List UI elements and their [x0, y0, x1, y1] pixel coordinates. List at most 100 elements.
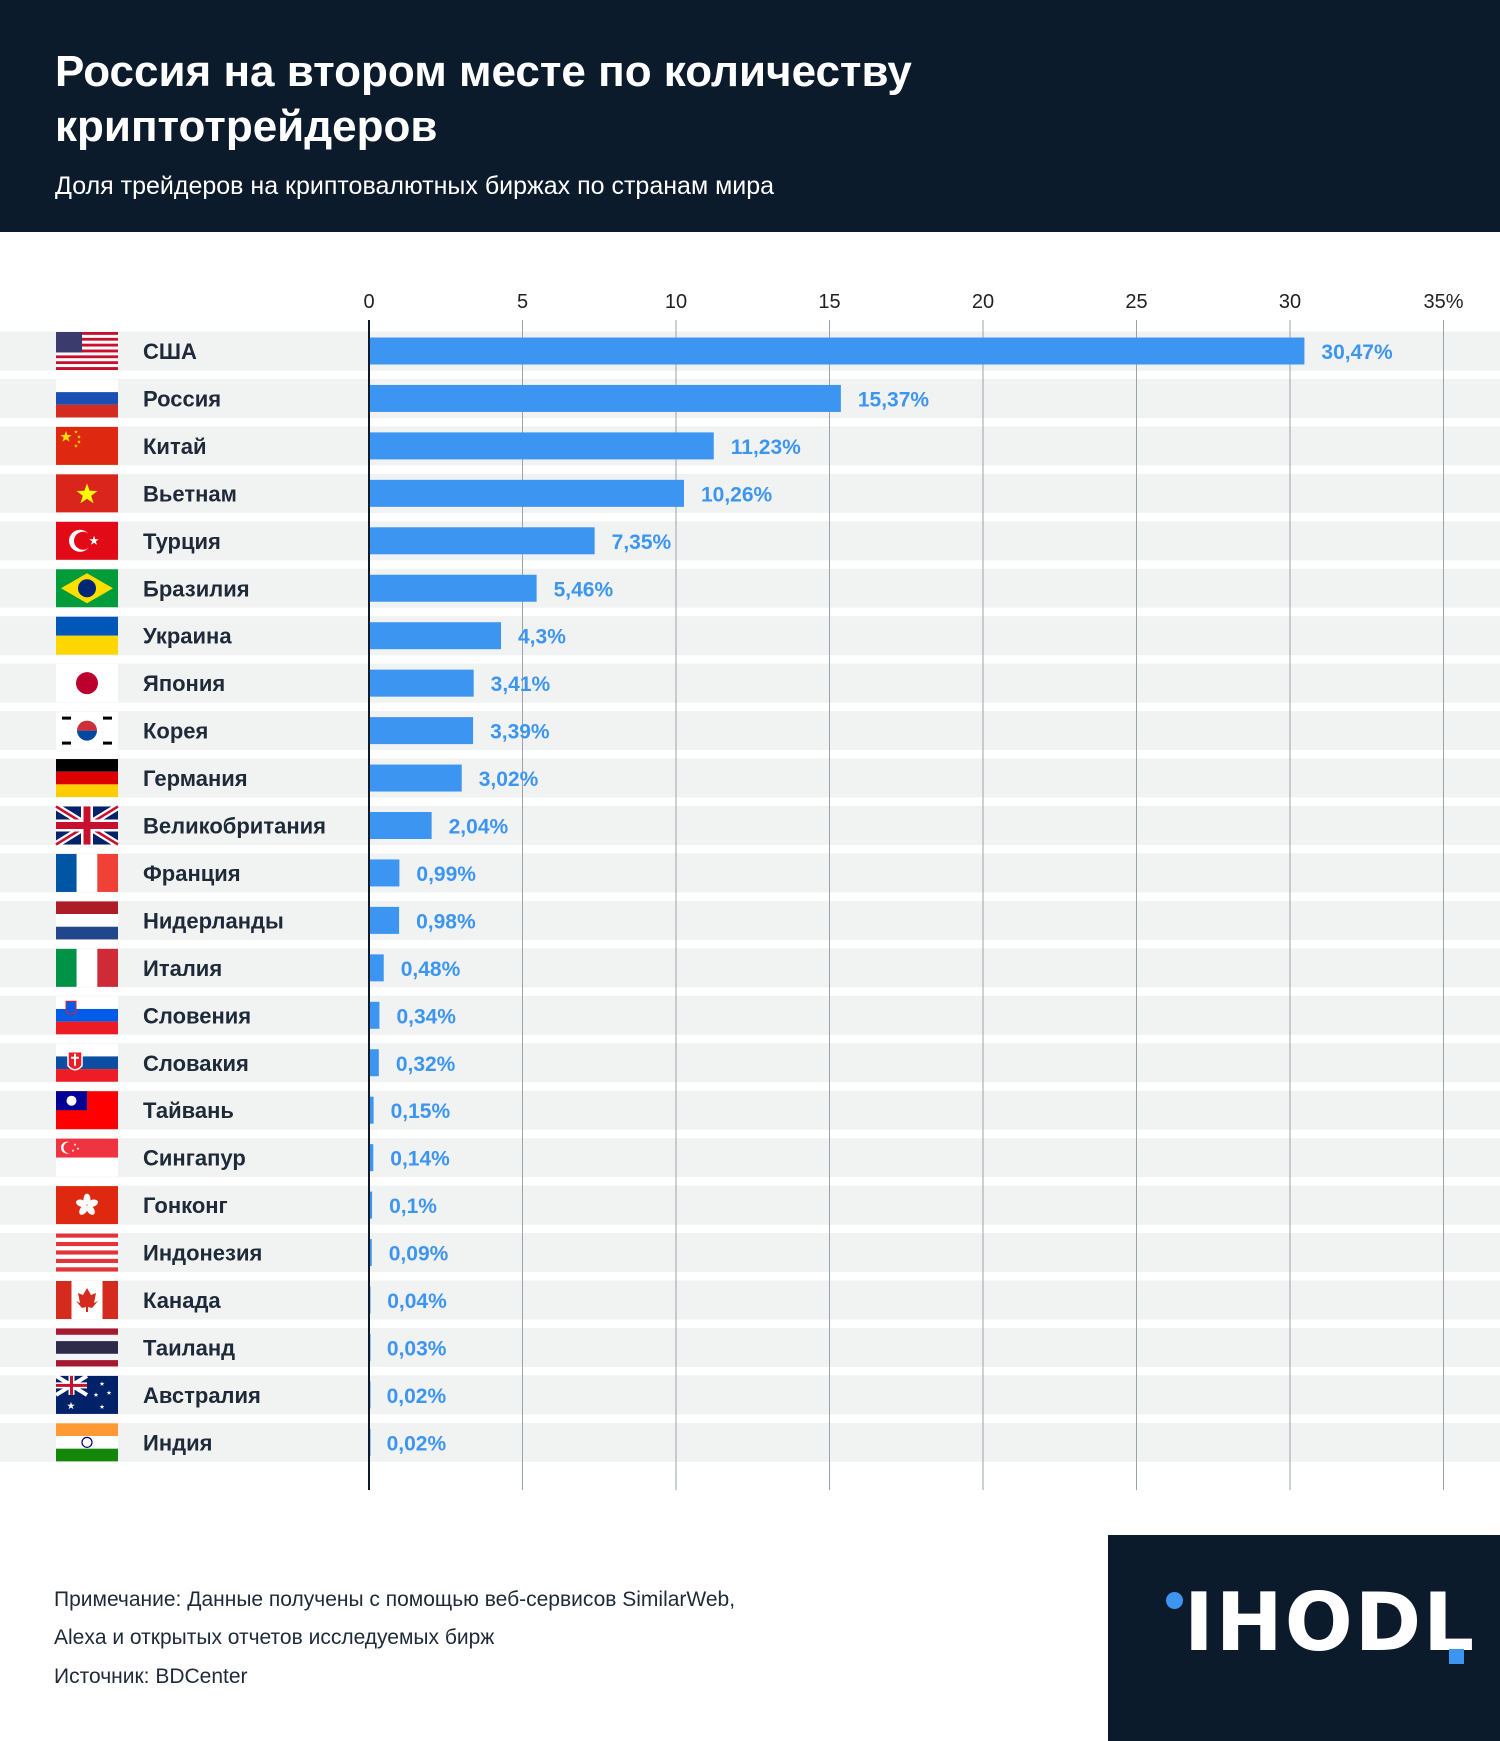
row-stripe — [0, 616, 1500, 656]
uk-flag-icon — [54, 803, 120, 848]
country-label: Индонезия — [143, 1241, 262, 1266]
row-stripe — [0, 568, 1500, 608]
header: Россия на втором месте по количеству кри… — [0, 0, 1500, 232]
hongkong-flag-icon — [56, 1186, 118, 1225]
x-tick-label: 0 — [363, 291, 374, 313]
value-label: 3,39% — [490, 721, 550, 744]
bar — [369, 764, 462, 792]
row-stripe — [0, 521, 1500, 561]
thailand-flag-icon — [56, 1328, 118, 1367]
country-label: Бразилия — [143, 576, 250, 601]
row-stripe — [0, 473, 1500, 513]
turkey-flag-icon — [56, 521, 118, 560]
bar — [369, 1191, 373, 1219]
france-flag-icon — [56, 853, 118, 892]
value-label: 3,02% — [479, 768, 539, 791]
bar-chart: 0 5 10 15 20 25 30 35% 30,47% США 15,37% Россия 11,2… — [0, 291, 1500, 1490]
row-stripe — [0, 806, 1500, 845]
bar — [369, 1001, 380, 1029]
value-label: 0,32% — [396, 1053, 456, 1076]
row-stripe — [0, 1233, 1500, 1273]
country-label: Австралия — [143, 1383, 261, 1408]
ukraine-flag-icon — [56, 616, 118, 655]
germany-flag-icon — [56, 759, 118, 798]
bar — [369, 717, 474, 745]
value-label: 0,99% — [416, 863, 476, 886]
country-label: Словакия — [143, 1051, 249, 1076]
bar — [369, 432, 714, 460]
korea-flag-icon — [56, 711, 118, 750]
bar — [369, 479, 684, 507]
china-flag-icon — [56, 426, 118, 465]
page-subtitle: Доля трейдеров на криптовалютных биржах … — [55, 172, 775, 200]
bar — [369, 384, 841, 412]
country-label: Италия — [143, 956, 222, 981]
slovenia-flag-icon — [56, 996, 118, 1035]
logo-text: IHODL — [1184, 1576, 1477, 1669]
country-label: Корея — [143, 719, 208, 744]
bar — [369, 1096, 374, 1124]
netherlands-flag-icon — [56, 901, 118, 940]
logo-period — [1449, 1649, 1464, 1664]
country-label: Великобритания — [143, 814, 326, 839]
value-label: 0,02% — [387, 1385, 447, 1408]
value-label: 0,1% — [389, 1195, 437, 1218]
country-label: Тайвань — [143, 1098, 234, 1123]
japan-flag-icon — [56, 664, 118, 703]
row-stripe — [0, 758, 1500, 798]
value-label: 0,98% — [416, 910, 476, 933]
country-label: Германия — [143, 766, 248, 791]
bar — [369, 859, 400, 887]
country-label: Украина — [143, 624, 232, 649]
value-label: 0,34% — [396, 1005, 456, 1028]
row-stripe — [0, 1375, 1500, 1415]
x-tick-label: 15 — [818, 291, 840, 313]
footer-note-line1: Примечание: Данные получены с помощью ве… — [54, 1588, 736, 1611]
x-tick-label: 20 — [972, 291, 994, 313]
value-label: 0,14% — [390, 1148, 450, 1171]
row-stripe — [0, 1422, 1500, 1462]
country-label: Сингапур — [143, 1146, 246, 1171]
value-label: 7,35% — [612, 531, 672, 554]
value-label: 4,3% — [518, 626, 566, 649]
footer-note-line2: Alexa и открытых отчетов исследуемых бир… — [54, 1626, 495, 1649]
bar — [369, 1239, 372, 1267]
value-label: 0,04% — [387, 1290, 447, 1313]
row-stripe — [0, 1185, 1500, 1225]
country-label: Вьетнам — [143, 481, 237, 506]
country-label: Словения — [143, 1003, 251, 1028]
ihodl-logo-icon: IHODL — [1108, 1535, 1500, 1741]
country-label: США — [143, 339, 197, 364]
bar — [369, 669, 474, 697]
value-label: 5,46% — [554, 578, 614, 601]
row-stripe — [0, 663, 1500, 703]
bar — [369, 622, 502, 650]
logo-dot — [1166, 1592, 1183, 1609]
russia-flag-icon — [56, 379, 118, 418]
country-label: Таиланд — [143, 1335, 235, 1360]
bar — [369, 337, 1305, 365]
indonesia-flag-icon — [56, 1233, 118, 1272]
x-tick-label: 35% — [1423, 291, 1463, 313]
x-tick-label: 5 — [517, 291, 528, 313]
vietnam-flag-icon — [56, 474, 118, 513]
row-stripe — [0, 1138, 1500, 1178]
row-stripe — [0, 853, 1500, 893]
country-label: Нидерланды — [143, 908, 284, 933]
italy-flag-icon — [56, 948, 118, 987]
row-stripe — [0, 948, 1500, 988]
footer-source: Источник: BDCenter — [54, 1665, 248, 1688]
bar — [369, 812, 432, 839]
value-label: 10,26% — [701, 483, 773, 506]
country-label: Индия — [143, 1430, 212, 1455]
value-label: 0,02% — [387, 1432, 447, 1455]
bar — [369, 906, 400, 934]
slovakia-flag-icon — [56, 1043, 118, 1082]
country-label: Гонконг — [143, 1193, 228, 1218]
brazil-flag-icon — [56, 569, 118, 608]
page-title: Россия на втором месте по количеству кри… — [55, 47, 912, 151]
bar — [369, 1144, 374, 1172]
bar — [369, 574, 537, 602]
country-label: Канада — [143, 1288, 221, 1313]
value-label: 3,41% — [491, 673, 551, 696]
